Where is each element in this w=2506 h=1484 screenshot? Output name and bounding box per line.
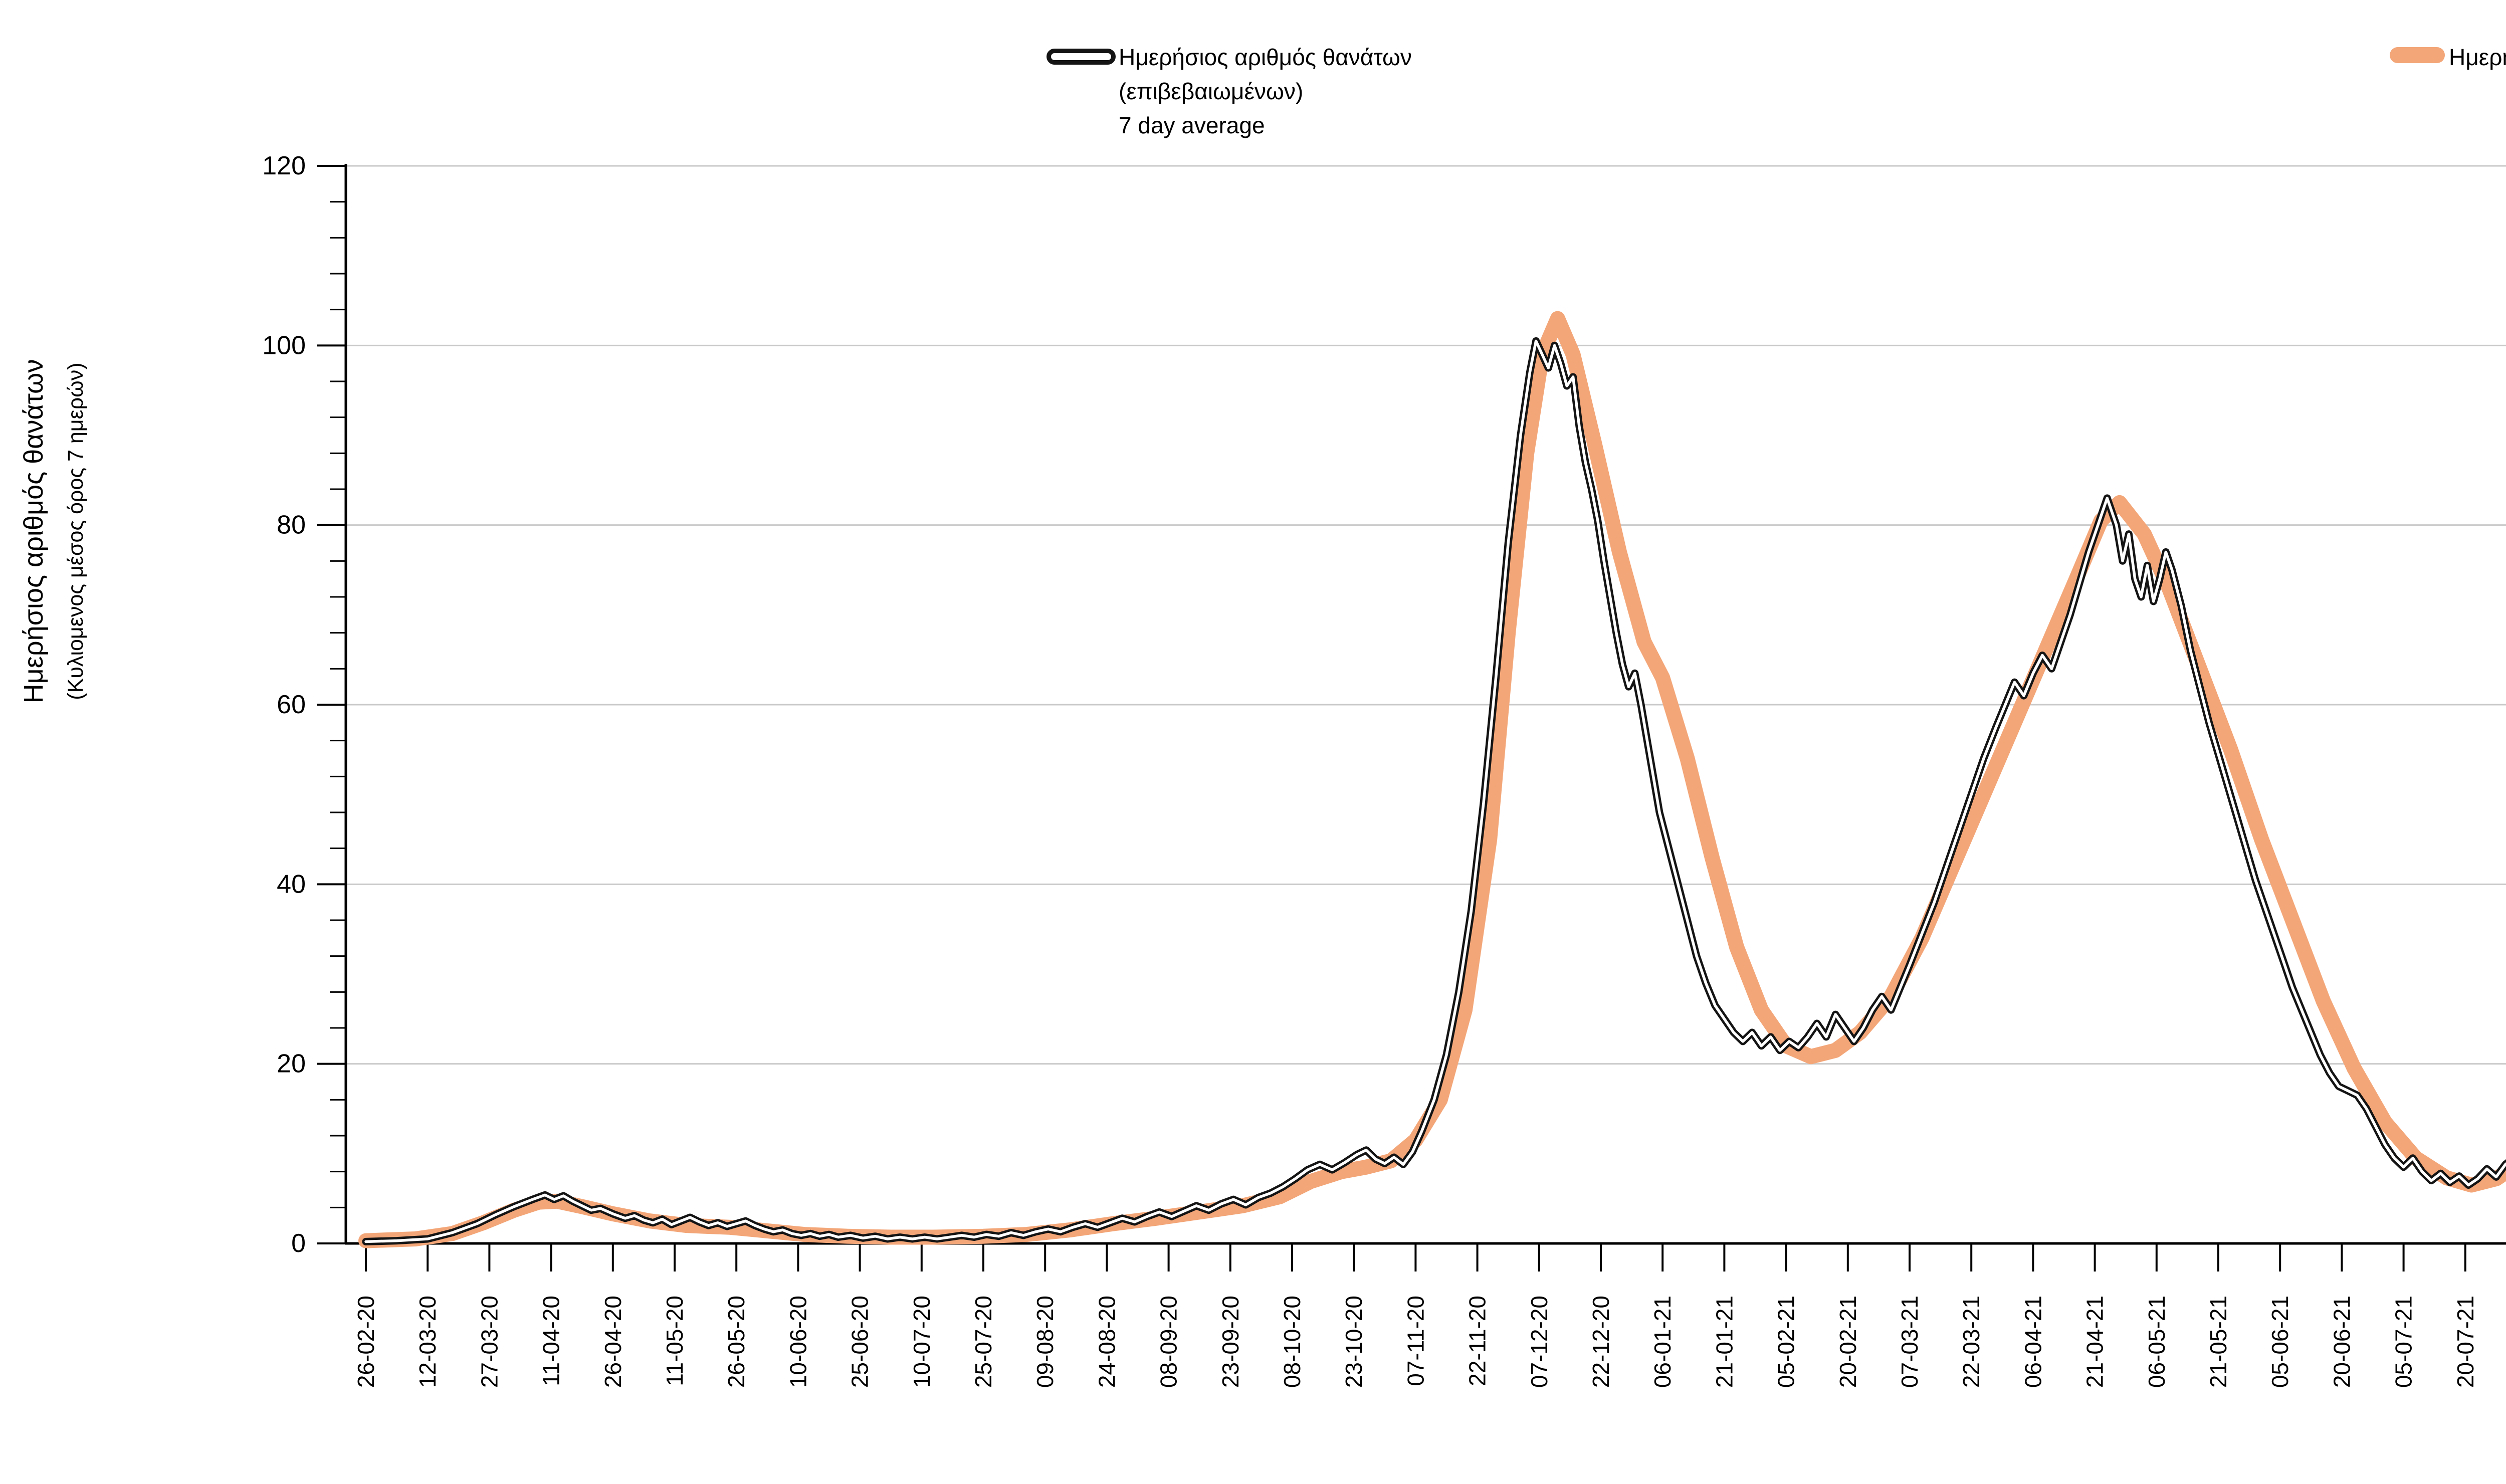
svg-text:23-09-20: 23-09-20 bbox=[1217, 1296, 1243, 1388]
x-axis: 26-02-20 12-03-20 27-03-20 11-04-20 26-04-20… bbox=[345, 1242, 2506, 1388]
svg-text:05-07-21: 05-07-21 bbox=[2391, 1296, 2417, 1388]
svg-text:22-11-20: 22-11-20 bbox=[1465, 1296, 1491, 1386]
y-axis-title: Ημερήσιος αριθμός θανάτων (Κυλιομενος μέσ… bbox=[19, 359, 88, 704]
legend-label-confirmed-line3: 7 day average bbox=[1119, 112, 1265, 138]
svg-text:22-03-21: 22-03-21 bbox=[1958, 1296, 1984, 1388]
svg-text:10-07-20: 10-07-20 bbox=[909, 1296, 935, 1388]
svg-text:21-01-21: 21-01-21 bbox=[1711, 1296, 1737, 1388]
svg-text:(Κυλιομενος μέσος όρος 7 ημερώ: (Κυλιομενος μέσος όρος 7 ημερών) bbox=[64, 362, 88, 700]
svg-text:40: 40 bbox=[277, 870, 306, 899]
svg-text:80: 80 bbox=[277, 511, 306, 540]
svg-text:26-05-20: 26-05-20 bbox=[723, 1296, 749, 1388]
svg-text:25-06-20: 25-06-20 bbox=[847, 1296, 873, 1388]
svg-text:07-11-20: 07-11-20 bbox=[1402, 1296, 1428, 1386]
svg-text:21-04-21: 21-04-21 bbox=[2082, 1296, 2108, 1388]
svg-text:20-06-21: 20-06-21 bbox=[2329, 1296, 2355, 1388]
svg-text:06-05-21: 06-05-21 bbox=[2144, 1296, 2170, 1388]
svg-text:25-07-20: 25-07-20 bbox=[970, 1296, 996, 1388]
svg-text:20-02-21: 20-02-21 bbox=[1835, 1296, 1861, 1388]
svg-text:26-02-20: 26-02-20 bbox=[353, 1296, 379, 1388]
model-series-marker-icon bbox=[2390, 47, 2445, 63]
svg-text:07-03-21: 07-03-21 bbox=[1897, 1296, 1923, 1388]
svg-text:22-12-20: 22-12-20 bbox=[1588, 1296, 1614, 1388]
legend-label-confirmed-line1: Ημερήσιος αριθμός θανάτων bbox=[1119, 44, 1412, 70]
legend-label-model: Ημερήσιος αριθμός θανάτων (μοντέλο) bbox=[2449, 44, 2506, 70]
svg-text:20: 20 bbox=[277, 1049, 306, 1079]
svg-text:06-01-21: 06-01-21 bbox=[1649, 1296, 1676, 1388]
legend-item-model: Ημερήσιος αριθμός θανάτων (μοντέλο) bbox=[2390, 40, 2506, 74]
svg-text:12-03-20: 12-03-20 bbox=[414, 1296, 441, 1388]
svg-text:11-04-20: 11-04-20 bbox=[538, 1296, 564, 1386]
legend-item-confirmed: Ημερήσιος αριθμός θανάτων (επιβεβαιωμένω… bbox=[1047, 40, 1412, 142]
series-confirmed-line bbox=[362, 337, 2506, 1245]
svg-text:Ημερήσιος αριθμός θανάτων: Ημερήσιος αριθμός θανάτων bbox=[19, 359, 49, 704]
svg-text:08-09-20: 08-09-20 bbox=[1156, 1296, 1182, 1388]
svg-text:21-05-21: 21-05-21 bbox=[2205, 1296, 2231, 1388]
svg-text:26-04-20: 26-04-20 bbox=[600, 1296, 626, 1388]
svg-text:120: 120 bbox=[262, 151, 306, 180]
svg-text:60: 60 bbox=[277, 690, 306, 719]
svg-text:07-12-20: 07-12-20 bbox=[1526, 1296, 1552, 1388]
svg-text:11-05-20: 11-05-20 bbox=[662, 1296, 688, 1386]
svg-text:10-06-20: 10-06-20 bbox=[785, 1296, 811, 1388]
legend-label-confirmed-line2: (επιβεβαιωμένων) bbox=[1119, 78, 1304, 104]
svg-text:06-04-21: 06-04-21 bbox=[2020, 1296, 2046, 1388]
svg-text:24-08-20: 24-08-20 bbox=[1094, 1296, 1120, 1388]
svg-text:09-08-20: 09-08-20 bbox=[1032, 1296, 1058, 1388]
svg-text:05-02-21: 05-02-21 bbox=[1773, 1296, 1799, 1388]
svg-text:20-07-21: 20-07-21 bbox=[2452, 1296, 2478, 1388]
y-axis: 0 20 40 60 80 100 120 bbox=[262, 151, 347, 1258]
confirmed-series-marker-icon bbox=[1047, 49, 1116, 65]
svg-text:0: 0 bbox=[291, 1229, 306, 1258]
svg-text:100: 100 bbox=[262, 331, 306, 360]
svg-text:27-03-20: 27-03-20 bbox=[476, 1296, 502, 1388]
svg-text:23-10-20: 23-10-20 bbox=[1341, 1296, 1367, 1388]
svg-text:05-06-21: 05-06-21 bbox=[2267, 1296, 2293, 1388]
svg-text:08-10-20: 08-10-20 bbox=[1279, 1296, 1305, 1388]
